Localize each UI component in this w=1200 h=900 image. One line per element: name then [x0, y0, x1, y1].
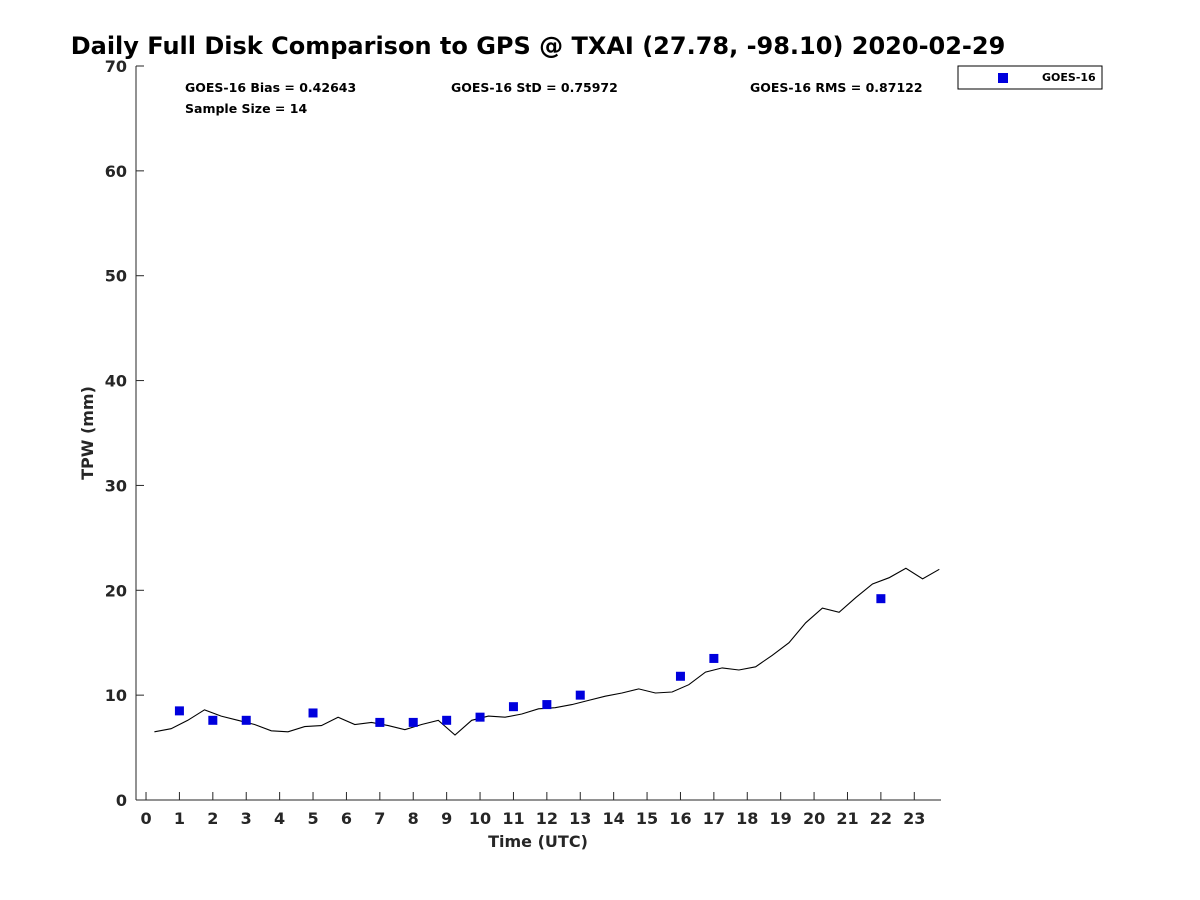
x-tick-label: 16 [669, 809, 691, 828]
x-tick-label: 20 [803, 809, 825, 828]
x-tick-label: 14 [603, 809, 625, 828]
data-point [308, 708, 318, 718]
y-tick-label: 10 [105, 686, 127, 705]
gps-line-path [154, 567, 940, 736]
y-tick-label: 30 [105, 476, 127, 495]
data-point [709, 653, 719, 663]
x-tick-label: 3 [241, 809, 252, 828]
legend-label-goes-16: GOES-16 [1042, 71, 1096, 84]
legend: GOES-16 [957, 65, 1103, 90]
y-tick-label: 20 [105, 581, 127, 600]
x-axis-label: Time (UTC) [488, 832, 588, 851]
y-tick-label: 70 [105, 57, 127, 76]
x-tick-label: 22 [870, 809, 892, 828]
std-stat: GOES-16 StD = 0.75972 [451, 80, 618, 95]
y-axis-label: TPW (mm) [78, 386, 97, 480]
sample-size-stat: Sample Size = 14 [185, 101, 307, 116]
data-point [375, 717, 385, 727]
data-point [442, 715, 452, 725]
x-tick-label: 15 [636, 809, 658, 828]
bias-stat: GOES-16 Bias = 0.42643 [185, 80, 356, 95]
rms-stat: GOES-16 RMS = 0.87122 [750, 80, 923, 95]
gps-line [154, 567, 940, 736]
x-tick-label: 4 [274, 809, 285, 828]
legend-box [957, 65, 1103, 90]
x-tick-label: 9 [441, 809, 452, 828]
x-tick-label: 6 [341, 809, 352, 828]
x-tick-label: 5 [307, 809, 318, 828]
x-tick-label: 12 [536, 809, 558, 828]
y-tick-label: 50 [105, 267, 127, 286]
x-tick-label: 2 [207, 809, 218, 828]
data-point [475, 712, 485, 722]
x-tick-label: 8 [408, 809, 419, 828]
x-tick-label: 21 [836, 809, 858, 828]
data-point [675, 671, 685, 681]
x-tick-label: 19 [770, 809, 792, 828]
goes-16-points [174, 594, 886, 727]
data-point [575, 690, 585, 700]
x-tick-label: 1 [174, 809, 185, 828]
y-tick-label: 40 [105, 372, 127, 391]
y-tick-label: 0 [116, 791, 127, 810]
data-point [241, 715, 251, 725]
x-tick-label: 11 [502, 809, 524, 828]
data-point [508, 702, 518, 712]
legend-marker-goes-16 [998, 73, 1008, 83]
x-tick-label: 10 [469, 809, 491, 828]
data-point [876, 594, 886, 604]
data-point [174, 706, 184, 716]
y-tick-label: 60 [105, 162, 127, 181]
data-point [542, 700, 552, 710]
chart-title: Daily Full Disk Comparison to GPS @ TXAI… [71, 32, 1006, 60]
x-tick-label: 18 [736, 809, 758, 828]
x-tick-label: 0 [140, 809, 151, 828]
x-tick-label: 17 [703, 809, 725, 828]
data-point [408, 717, 418, 727]
x-tick-label: 23 [903, 809, 925, 828]
data-point [208, 715, 218, 725]
stats-annotations: GOES-16 Bias = 0.42643 GOES-16 StD = 0.7… [185, 80, 923, 116]
x-tick-label: 7 [374, 809, 385, 828]
x-tick-label: 13 [569, 809, 591, 828]
